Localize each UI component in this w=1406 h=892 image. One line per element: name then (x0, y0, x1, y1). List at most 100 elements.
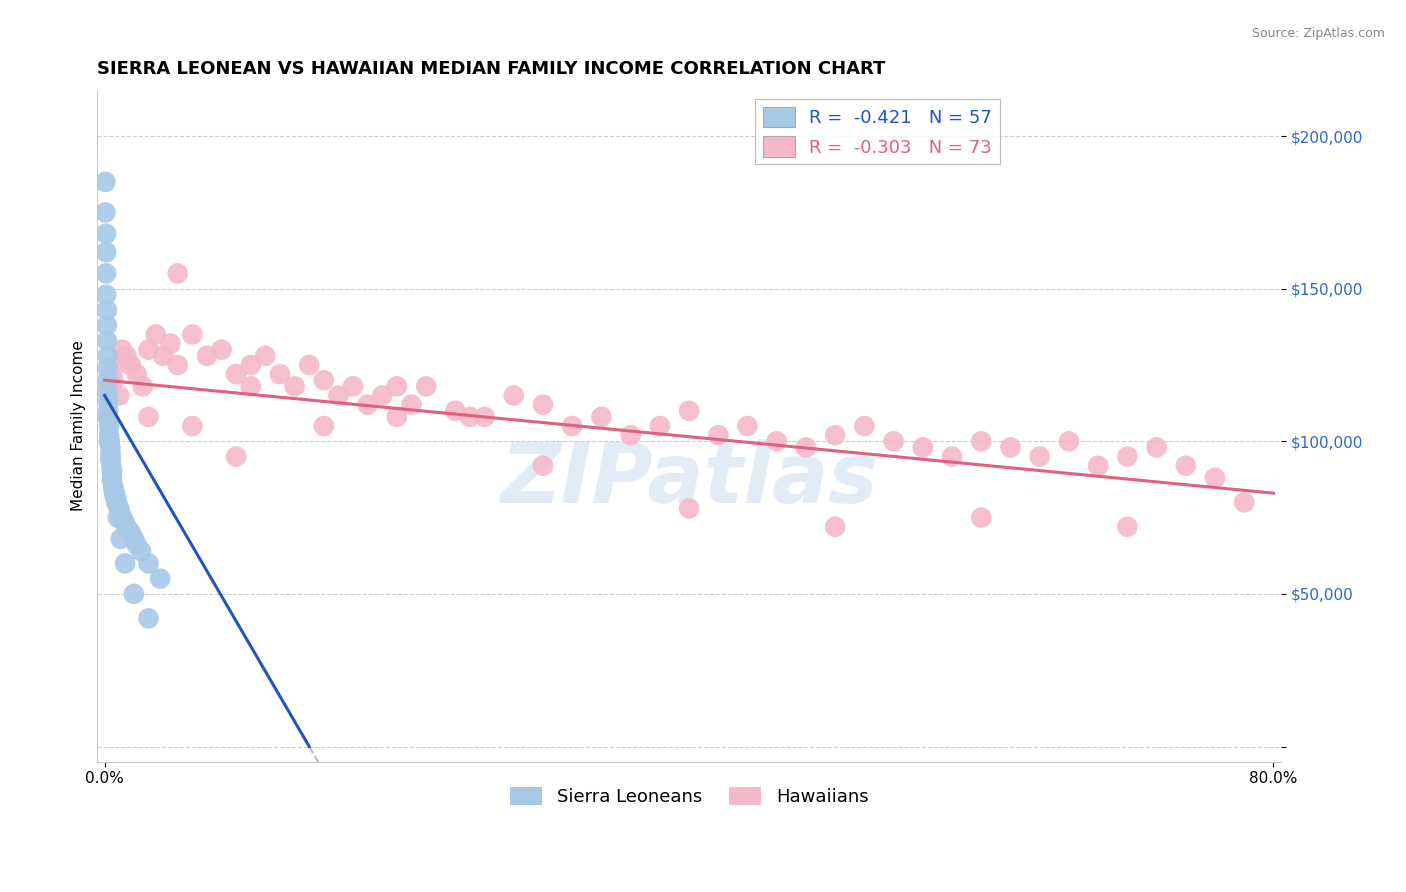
Point (1028, 450, 1050, 464)
Point (101, 465, 124, 479)
Point (100, 441, 122, 455)
Point (138, 409, 160, 424)
Point (765, 434, 787, 449)
Point (385, 379, 408, 393)
Point (1116, 520, 1139, 534)
Point (125, 538, 148, 552)
Point (97, 379, 120, 393)
Point (911, 441, 934, 455)
Point (678, 403, 700, 417)
Point (94, 205, 117, 219)
Point (385, 409, 408, 424)
Text: SIERRA LEONEAN VS HAWAIIAN MEDIAN FAMILY INCOME CORRELATION CHART: SIERRA LEONEAN VS HAWAIIAN MEDIAN FAMILY… (97, 60, 886, 78)
Point (104, 489, 127, 503)
Point (100, 452, 122, 467)
Point (111, 343, 134, 357)
Point (97, 373, 120, 387)
Text: Source: ZipAtlas.com: Source: ZipAtlas.com (1251, 27, 1385, 40)
Point (110, 508, 132, 522)
Point (1057, 434, 1080, 449)
Point (737, 419, 759, 434)
Point (531, 398, 554, 412)
Point (1233, 495, 1256, 509)
Point (115, 520, 138, 534)
Point (970, 510, 993, 524)
Point (101, 471, 124, 485)
Point (117, 523, 139, 537)
Point (1204, 471, 1226, 485)
Point (474, 409, 496, 424)
Point (531, 458, 554, 473)
Point (970, 434, 993, 449)
Point (120, 358, 142, 372)
Point (269, 367, 291, 381)
Point (108, 504, 131, 518)
Point (312, 419, 335, 434)
Point (195, 349, 218, 363)
Point (96, 303, 118, 318)
Point (98, 419, 121, 434)
Point (129, 544, 152, 558)
Point (97, 409, 120, 424)
Point (97, 394, 120, 409)
Point (1000, 441, 1022, 455)
Point (620, 428, 643, 442)
Point (152, 349, 174, 363)
Point (94, 287, 117, 301)
Point (100, 450, 122, 464)
Point (110, 532, 132, 546)
Point (94, 175, 117, 189)
Point (105, 358, 128, 372)
Point (122, 532, 145, 546)
Point (561, 419, 583, 434)
Point (1116, 450, 1139, 464)
Point (138, 343, 160, 357)
Point (101, 474, 124, 488)
Point (138, 557, 160, 571)
Point (97, 361, 120, 376)
Point (458, 409, 481, 424)
Point (181, 419, 204, 434)
Point (100, 446, 122, 460)
Point (107, 499, 129, 513)
Point (211, 343, 233, 357)
Point (108, 501, 131, 516)
Point (1087, 458, 1109, 473)
Point (104, 489, 127, 503)
Point (94, 227, 117, 241)
Point (824, 520, 846, 534)
Point (356, 398, 378, 412)
Point (103, 480, 125, 494)
Point (103, 483, 125, 497)
Point (120, 525, 142, 540)
Point (707, 428, 730, 442)
Point (166, 358, 188, 372)
Point (225, 367, 247, 381)
Point (105, 495, 128, 509)
Legend: Sierra Leoneans, Hawaiians: Sierra Leoneans, Hawaiians (502, 780, 876, 814)
Point (149, 572, 172, 586)
Point (444, 403, 467, 417)
Point (502, 388, 524, 402)
Point (883, 434, 905, 449)
Point (100, 367, 122, 381)
Point (98, 434, 121, 449)
Point (941, 450, 963, 464)
Point (108, 388, 131, 402)
Point (591, 409, 613, 424)
Point (104, 486, 127, 500)
Point (112, 514, 135, 528)
Point (648, 419, 671, 434)
Point (794, 441, 817, 455)
Point (159, 336, 181, 351)
Point (97, 403, 120, 417)
Point (225, 450, 247, 464)
Point (98, 434, 121, 449)
Point (342, 379, 364, 393)
Point (166, 267, 188, 281)
Point (328, 388, 350, 402)
Point (239, 358, 262, 372)
Point (824, 428, 846, 442)
Point (239, 379, 262, 393)
Point (98, 413, 121, 427)
